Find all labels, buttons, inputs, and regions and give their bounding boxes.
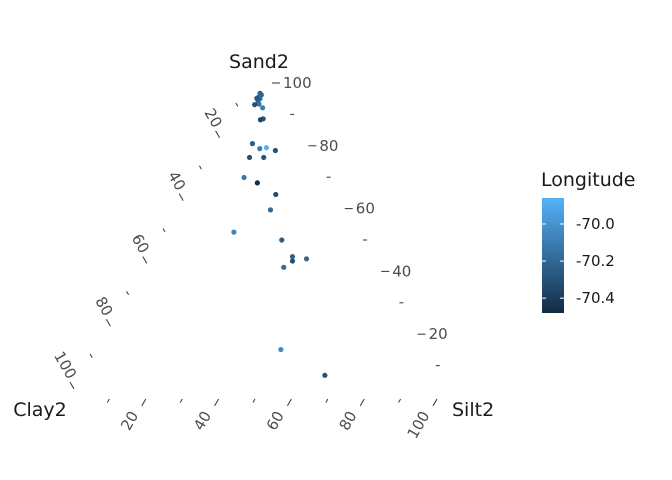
legend-ticks: -70.0 -70.2 -70.4: [542, 215, 615, 307]
axis-label-top: Sand2: [229, 51, 289, 73]
silt-tick-10: [106, 398, 110, 403]
sand-tick-label-60: 60: [356, 200, 375, 218]
clay-tick-90: [89, 353, 93, 358]
clay-tick-40: [178, 193, 184, 201]
data-point: [267, 207, 274, 213]
sand-tick-label-20: 20: [429, 325, 448, 343]
clay-tick-50: [162, 228, 166, 233]
clay-tick-80: [105, 319, 111, 327]
sand-tick-label-40: 40: [392, 262, 411, 280]
silt-tick-label-40: 40: [190, 408, 215, 434]
data-point: [260, 105, 266, 111]
legend-title: Longitude: [541, 169, 636, 191]
clay-tick-label-100: 100: [50, 348, 80, 382]
silt-tick-40: [214, 398, 220, 407]
silt-tick-20: [141, 398, 147, 407]
silt-tick-60: [286, 398, 292, 407]
clay-tick-100: [69, 381, 75, 390]
clay-tick-10: [235, 102, 239, 107]
silt-tick-label-100: 100: [404, 408, 434, 442]
legend-tick-label-2: -70.4: [576, 289, 615, 307]
silt-tick-70: [325, 398, 329, 403]
legend-tick-label-0: -70.0: [576, 215, 615, 233]
data-point: [246, 154, 253, 161]
clay-tick-70: [126, 291, 130, 296]
clay-tick-label-80: 80: [91, 294, 116, 320]
clay-tick-label-40: 40: [164, 168, 189, 194]
data-point: [257, 117, 264, 123]
clay-tick-label-20: 20: [201, 105, 226, 131]
silt-tick-80: [359, 398, 365, 407]
axis-label-left: Clay2: [13, 399, 67, 421]
colorbar-legend: Longitude -70.0 -70.2 -70.4: [541, 169, 636, 313]
clay-tick-60: [142, 256, 148, 264]
data-point: [273, 191, 279, 198]
data-point: [254, 180, 260, 186]
clay-tick-20: [215, 130, 221, 139]
legend-tick-label-1: -70.2: [576, 252, 615, 270]
data-point: [278, 346, 284, 353]
data-point: [256, 101, 262, 107]
sand-tick-label-80: 80: [319, 137, 338, 155]
data-point: [249, 141, 256, 147]
data-point: [303, 256, 310, 262]
data-point: [257, 146, 263, 152]
clay-tick-30: [198, 165, 202, 170]
data-point: [289, 254, 296, 260]
axis-label-right: Silt2: [452, 399, 494, 421]
data-point: [254, 95, 260, 101]
clay-tick-label-60: 60: [128, 231, 153, 257]
silt-tick-100: [432, 398, 438, 407]
silt-tick-50: [252, 398, 256, 403]
silt-tick-label-20: 20: [117, 408, 142, 434]
data-point: [263, 145, 270, 151]
colorbar: [542, 198, 564, 313]
data-point: [231, 229, 237, 235]
silt-tick-30: [179, 398, 183, 403]
data-point: [241, 174, 247, 181]
sand-tick-label-100: 100: [283, 74, 312, 92]
data-point: [322, 372, 328, 378]
data-point: [272, 147, 278, 154]
data-point: [279, 237, 285, 243]
data-point: [252, 102, 258, 108]
data-point: [281, 264, 287, 270]
data-point: [289, 258, 296, 264]
data-points: [231, 90, 328, 378]
silt-tick-label-60: 60: [263, 408, 288, 434]
tick-labels: 20 20 20 40 40 40 60 60 60 80 80 80 100 100 100: [50, 74, 447, 442]
data-point: [261, 154, 267, 161]
silt-tick-90: [398, 398, 402, 403]
tick-marks: [69, 82, 440, 407]
silt-tick-label-80: 80: [336, 408, 361, 434]
